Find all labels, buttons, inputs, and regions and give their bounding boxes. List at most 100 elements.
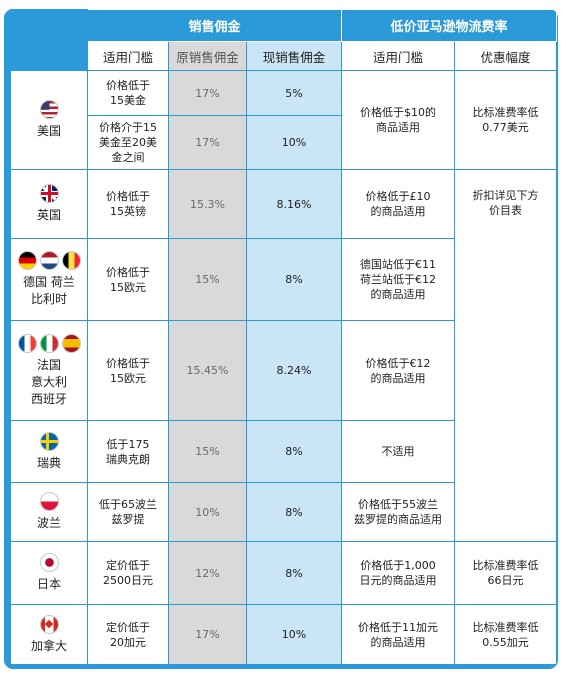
canada-flag-icon	[39, 614, 59, 634]
table-row-ca: 加拿大 定价低于 20加元 17% 10% 价格低于11加元 的商品适用 比标准…	[10, 604, 558, 665]
country-cell-fr-it-es: 法国 意大利 西班牙	[10, 320, 88, 421]
current-commission-cell: 8%	[246, 238, 342, 321]
netherlands-flag-icon	[39, 251, 59, 270]
france-flag-icon	[17, 333, 37, 353]
discount-text: 比标准费率低 0.77美元	[472, 106, 539, 134]
us-flag-icon	[39, 100, 59, 119]
country-cell-jp: 日本	[10, 541, 88, 605]
column-header-discount: 优惠幅度	[453, 41, 558, 71]
discount-cell-merged: 折扣详见下方 价目表	[453, 169, 558, 542]
discount-text: 折扣详见下方 价目表	[472, 189, 539, 217]
table-row-de-nl-be: 德国 荷兰 比利时 价格低于 15欧元 15% 8% 德国站低于€11 荷兰站低…	[10, 238, 557, 321]
column-header-original-commission: 原销售佣金	[168, 41, 247, 71]
low-price-threshold-text: 价格低于11加元 的商品适用	[358, 620, 438, 649]
country-name-fr-it-es: 法国 意大利 西班牙	[30, 357, 67, 406]
current-commission-cell: 10%	[246, 115, 342, 170]
low-price-threshold-text: 德国站低于€11 荷兰站低于€12 的商品适用	[360, 258, 436, 301]
commission-table-frame: 销售佣金 低价亚马逊物流费率 适用门槛 原销售佣金 现销售佣金 适用门槛 优惠幅…	[4, 9, 558, 669]
country-cell-de-nl-be: 德国 荷兰 比利时	[10, 238, 88, 321]
threshold-text: 低于65波兰 兹罗提	[99, 498, 157, 526]
country-name-pl: 波兰	[36, 516, 61, 530]
low-price-threshold-cell: 德国站低于€11 荷兰站低于€12 的商品适用	[341, 238, 455, 321]
country-name-se: 瑞典	[36, 455, 61, 470]
group-header-sales-commission: 销售佣金	[87, 9, 342, 42]
threshold-cell: 低于175 瑞典克朗	[87, 420, 169, 483]
threshold-text: 价格低于 15欧元	[106, 356, 150, 385]
current-commission-cell: 8.16%	[246, 169, 342, 239]
country-name-jp: 日本	[36, 577, 61, 591]
maple-leaf-icon	[44, 619, 54, 629]
original-commission-cell: 15.45%	[168, 320, 247, 421]
low-price-threshold-cell: 价格低于1,000 日元的商品适用	[341, 541, 455, 605]
low-price-threshold-cell: 不适用	[341, 420, 455, 483]
original-commission-cell: 17%	[168, 604, 247, 665]
current-commission-cell: 8%	[246, 482, 342, 542]
country-name-us: 美国	[36, 124, 61, 138]
discount-cell: 比标准费率低 0.77美元	[453, 70, 558, 170]
original-commission-cell: 10%	[168, 482, 247, 542]
threshold-cell: 低于65波兰 兹罗提	[87, 482, 169, 542]
threshold-cell: 价格介于15 美金至20美 金之间	[87, 115, 169, 170]
current-commission-cell: 5%	[246, 70, 342, 116]
column-header-threshold: 适用门槛	[87, 41, 169, 71]
low-price-threshold-cell: 价格低于55波兰 兹罗提的商品适用	[341, 482, 455, 542]
threshold-cell: 价格低于 15欧元	[87, 238, 169, 321]
country-name-ca: 加拿大	[30, 638, 67, 653]
column-header-low-price-threshold: 适用门槛	[341, 41, 455, 71]
country-cell-ca: 加拿大	[10, 604, 88, 665]
low-price-threshold-text: 价格低于1,000 日元的商品适用	[359, 559, 437, 587]
threshold-cell: 价格低于 15英镑	[87, 169, 169, 239]
low-price-threshold-text: 价格低于55波兰 兹罗提的商品适用	[354, 498, 442, 526]
germany-flag-icon	[17, 251, 37, 270]
original-commission-cell: 12%	[168, 541, 247, 605]
threshold-text: 价格低于 15美金	[106, 79, 150, 107]
current-commission-cell: 8%	[246, 420, 342, 483]
threshold-cell: 定价低于 2500日元	[87, 541, 169, 605]
discount-text: 比标准费率低 0.55加元	[472, 620, 539, 649]
commission-table: 销售佣金 低价亚马逊物流费率 适用门槛 原销售佣金 现销售佣金 适用门槛 优惠幅…	[10, 9, 558, 665]
country-cell-us: 美国	[10, 70, 88, 170]
threshold-text: 价格介于15 美金至20美 金之间	[99, 121, 157, 164]
discount-cell: 比标准费率低 66日元	[453, 541, 558, 605]
original-commission-cell: 15%	[168, 420, 247, 483]
country-cell-se: 瑞典	[10, 420, 88, 483]
country-cell-uk: 英国	[10, 169, 88, 239]
table-row-uk: 英国 价格低于 15英镑 15.3% 8.16% 价格低于£10 的商品适用 折…	[10, 169, 558, 542]
country-name-de-nl-be: 德国 荷兰 比利时	[23, 275, 75, 306]
header-corner	[10, 9, 88, 71]
current-commission-cell: 8.24%	[246, 320, 342, 421]
low-price-threshold-text: 价格低于€12 的商品适用	[365, 356, 431, 385]
japan-flag-icon	[39, 553, 59, 572]
uk-flag-icon	[39, 184, 59, 203]
table-row-jp: 日本 定价低于 2500日元 12% 8% 价格低于1,000 日元的商品适用 …	[10, 541, 558, 605]
threshold-cell: 价格低于 15美金	[87, 70, 169, 116]
threshold-text: 低于175 瑞典克朗	[106, 437, 150, 466]
discount-cell: 比标准费率低 0.55加元	[453, 604, 558, 665]
low-price-threshold-cell: 价格低于€12 的商品适用	[341, 320, 455, 421]
threshold-text: 定价低于 20加元	[106, 620, 150, 649]
original-commission-cell: 17%	[168, 70, 247, 116]
original-commission-cell: 15%	[168, 238, 247, 321]
spain-flag-icon	[61, 333, 81, 353]
current-commission-cell: 8%	[246, 541, 342, 605]
low-price-threshold-cell: 价格低于$10的 商品适用	[341, 70, 455, 170]
table-row-us-2: 价格介于15 美金至20美 金之间 17% 10%	[11, 115, 557, 170]
low-price-threshold-cell: 价格低于£10 的商品适用	[341, 169, 455, 239]
poland-flag-icon	[39, 492, 59, 511]
threshold-cell: 定价低于 20加元	[87, 604, 169, 665]
italy-flag-icon	[39, 333, 59, 353]
belgium-flag-icon	[61, 251, 81, 270]
threshold-text: 定价低于 2500日元	[103, 559, 153, 587]
threshold-cell: 价格低于 15欧元	[87, 320, 169, 421]
column-header-current-commission: 现销售佣金	[246, 41, 342, 71]
threshold-text: 价格低于 15英镑	[106, 190, 150, 218]
original-commission-cell: 15.3%	[168, 169, 247, 239]
country-name-uk: 英国	[36, 208, 61, 222]
low-price-threshold-text: 价格低于£10 的商品适用	[365, 190, 431, 218]
low-price-threshold-cell: 价格低于11加元 的商品适用	[341, 604, 455, 665]
threshold-text: 价格低于 15欧元	[106, 265, 150, 294]
current-commission-cell: 10%	[246, 604, 342, 665]
group-header-low-price-fee: 低价亚马逊物流费率	[340, 9, 558, 42]
original-commission-cell: 17%	[168, 115, 247, 170]
country-cell-pl: 波兰	[10, 482, 88, 542]
